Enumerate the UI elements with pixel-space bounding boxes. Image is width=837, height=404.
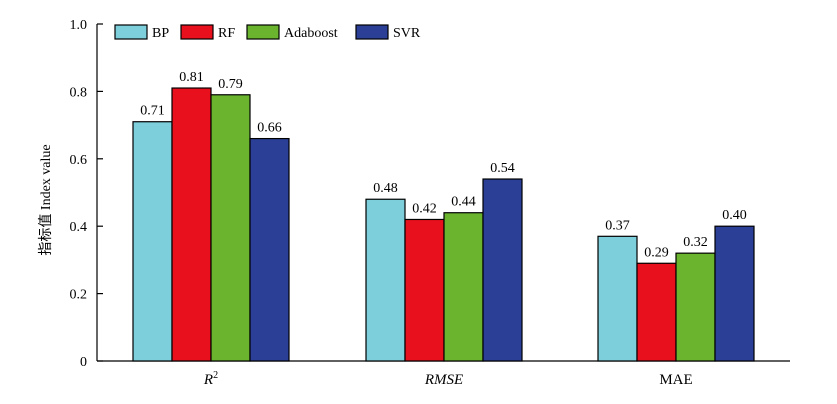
- bar-adaboost: [675, 252, 716, 362]
- bars: 0.71 0.48 0.37 0.81 0.42 0.29 0.79 0.44 0.32 0.66…: [132, 70, 755, 362]
- legend-label-svr: SVR: [393, 26, 421, 41]
- data-label: 0.32: [683, 235, 708, 250]
- y-tick-label: 0.8: [70, 85, 88, 100]
- bar-svr: [714, 225, 755, 362]
- x-axis: R2 RMSE MAE: [97, 360, 790, 388]
- data-label: 0.71: [140, 104, 165, 119]
- bar-adaboost: [443, 212, 484, 362]
- data-label: 0.44: [451, 195, 476, 210]
- y-tick-label: 0: [80, 355, 87, 370]
- legend-label-rf: RF: [218, 26, 235, 41]
- legend: BP RF Adaboost SVR: [114, 24, 421, 41]
- legend-swatch-svr: [355, 24, 389, 40]
- data-label: 0.48: [373, 181, 398, 196]
- bar-svr: [482, 178, 523, 362]
- legend-label-bp: BP: [152, 26, 169, 41]
- bar-svr: [249, 137, 290, 362]
- data-label: 0.29: [644, 245, 669, 260]
- x-category-label: MAE: [659, 372, 692, 388]
- legend-swatch-rf: [180, 24, 214, 40]
- bar-bp: [597, 235, 638, 362]
- bar-bp: [365, 198, 406, 362]
- legend-swatch-adaboost: [246, 24, 280, 40]
- data-label: 0.37: [605, 218, 630, 233]
- legend-label-adaboost: Adaboost: [284, 26, 338, 41]
- x-category-label: R2: [203, 370, 218, 388]
- bar-rf: [404, 218, 445, 362]
- y-tick-label: 1.0: [70, 18, 88, 33]
- data-label: 0.81: [179, 70, 204, 85]
- y-tick-label: 0.6: [70, 153, 88, 168]
- data-label: 0.42: [412, 201, 437, 216]
- bar-adaboost: [210, 94, 251, 362]
- y-tick-label: 0.2: [70, 288, 88, 303]
- data-label: 0.54: [490, 161, 515, 176]
- y-axis: 0 0.2 0.4 0.6 0.8 1.0: [70, 18, 103, 370]
- data-label: 0.79: [218, 77, 243, 92]
- data-label: 0.66: [257, 121, 282, 136]
- bar-bp: [132, 121, 173, 362]
- x-category-label: RMSE: [424, 372, 463, 388]
- y-axis-label: 指标值 Index value: [38, 144, 54, 255]
- data-label: 0.40: [722, 208, 747, 223]
- y-tick-label: 0.4: [70, 220, 88, 235]
- bar-rf: [636, 262, 677, 362]
- bar-rf: [171, 87, 212, 362]
- legend-swatch-bp: [114, 24, 148, 40]
